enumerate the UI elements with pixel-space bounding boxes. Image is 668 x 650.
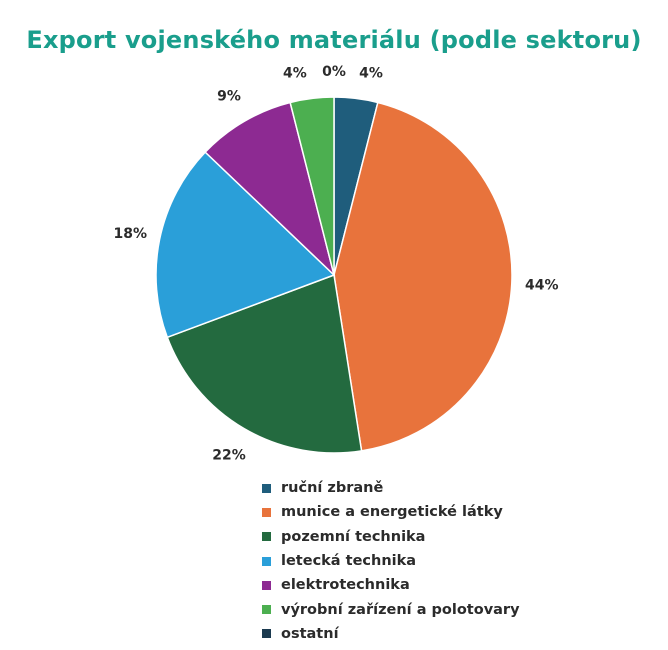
legend-swatch	[262, 507, 271, 517]
chart-title: Export vojenského materiálu (podle sekto…	[26, 26, 642, 54]
legend-item: munice a energetické látky	[262, 500, 520, 524]
legend-item: letecká technika	[262, 549, 520, 573]
legend-label: elektrotechnika	[281, 577, 410, 594]
pie-slice	[289, 96, 335, 276]
pie-value-label: 22%	[212, 448, 246, 464]
legend-swatch	[262, 483, 271, 493]
legend-label: výrobní zařízení a polotovary	[281, 601, 520, 618]
chart-legend: ruční zbraně munice a energetické látky po…	[262, 476, 520, 646]
legend-swatch	[262, 629, 271, 639]
pie-value-label: 18%	[113, 226, 147, 242]
legend-item: ruční zbraně	[262, 476, 520, 500]
pie-value-label: 44%	[525, 278, 559, 294]
pie-value-label: 9%	[217, 88, 241, 104]
legend-label: pozemní technika	[281, 528, 426, 545]
legend-label: ruční zbraně	[281, 480, 384, 497]
legend-swatch	[262, 580, 271, 590]
legend-swatch	[262, 532, 271, 542]
pie-slice	[155, 151, 336, 339]
legend-label: ostatní	[281, 625, 339, 642]
legend-swatch	[262, 605, 271, 615]
legend-item: elektrotechnika	[262, 573, 520, 597]
legend-item: pozemní technika	[262, 525, 520, 549]
pie-slice	[204, 101, 336, 278]
pie-value-label: 0%	[322, 64, 346, 80]
legend-label: letecká technika	[281, 553, 417, 570]
pie-slice	[333, 101, 513, 452]
legend-label: munice a energetické látky	[281, 504, 503, 521]
pie-value-label: 4%	[283, 66, 307, 82]
pie-value-label: 4%	[359, 66, 383, 82]
legend-item: výrobní zařízení a polotovary	[262, 597, 520, 621]
legend-item: ostatní	[262, 622, 520, 646]
legend-swatch	[262, 556, 271, 566]
